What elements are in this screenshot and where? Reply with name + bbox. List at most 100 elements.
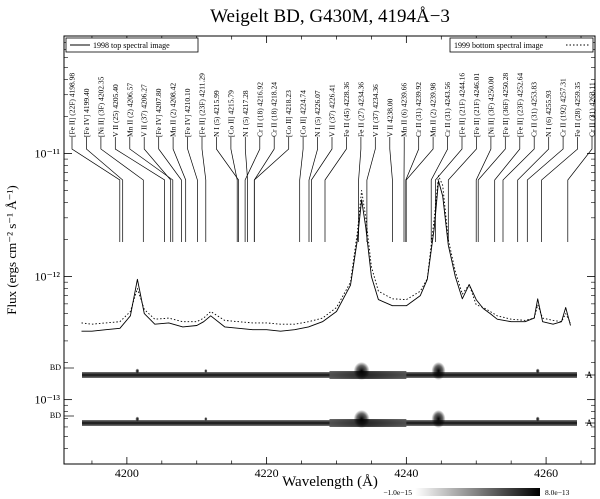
line-id-leader-33 — [517, 137, 550, 242]
line-id-label-30: [Fe II] (36F) 4250.28 — [501, 73, 510, 137]
legend-label-1998: 1998 top spectral image — [93, 41, 170, 50]
line-id-leader-21 — [366, 137, 376, 242]
plot-frame — [63, 35, 596, 465]
colorbar-max-label: 8.0e−13 — [545, 488, 570, 497]
series-layer — [81, 175, 571, 332]
line-id-label-24: Cr II (31) 4239.92 — [414, 82, 423, 137]
line-id-leader-31 — [494, 137, 521, 242]
line-id-label-16: [Co II] 4224.74 — [299, 90, 308, 137]
line-id-label-23: Mn II (6) 4239.66 — [400, 83, 409, 137]
line-id-leader-1 — [86, 137, 124, 242]
line-id-label-4: Mn II (2) 4206.57 — [125, 83, 134, 137]
line-id-leader-32 — [502, 137, 535, 242]
line-id-leader-4 — [129, 137, 174, 242]
line-id-label-14: Cr II (18) 4218.24 — [270, 82, 279, 137]
line-id-label-25: Mn II (2) 4239.98 — [429, 83, 438, 137]
line-id-leader-8 — [187, 137, 198, 242]
spectral-image-1-emission-4 — [204, 417, 208, 421]
legend-label-1999: 1999 bottom spectral image — [454, 41, 544, 50]
line-id-label-2: [Ni II] (3F) 4202.35 — [96, 76, 105, 137]
line-id-leader-16 — [299, 137, 304, 242]
line-id-label-15: [Co II] 4218.23 — [284, 90, 293, 137]
x-axis-label: Wavelength (Å) — [282, 474, 378, 490]
line-id-leader-35 — [541, 137, 578, 242]
x-tick-label-1: 4220 — [255, 466, 279, 480]
line-id-leader-27 — [435, 137, 463, 242]
line-id-label-31: [Fe II] (23F) 4252.64 — [515, 73, 524, 137]
line-id-leader-34 — [526, 137, 564, 242]
spectral-image-0-emission-0 — [353, 362, 370, 380]
line-id-label-6: [Fe IV] 4207.80 — [154, 88, 163, 137]
spectral-image-1-emission-3 — [535, 416, 540, 422]
line-id-label-29: [Ni II] (3F) 4250.00 — [486, 76, 495, 137]
y-tick-label-2: 10⁻¹¹ — [34, 146, 60, 160]
line-id-leader-28 — [447, 137, 477, 242]
line-id-leader-7 — [172, 137, 187, 242]
line-id-label-19: Fe II (45) 4228.36 — [342, 82, 351, 137]
chart-title: Weigelt BD, G430M, 4194Å−3 — [210, 6, 450, 27]
colorbar: −1.0e−15 8.0e−13 — [383, 488, 570, 497]
line-id-label-35: Fe II (28) 4259.35 — [573, 82, 582, 137]
legend-top-left: 1998 top spectral image — [65, 37, 199, 53]
line-id-label-10: N I (5) 4215.99 — [212, 90, 221, 137]
y-tick-label-0: 10⁻¹³ — [34, 393, 60, 407]
spectral-image-1-emission-1 — [431, 410, 446, 428]
line-id-leader-10 — [216, 137, 239, 242]
line-id-leader-5 — [143, 137, 172, 242]
spectral-image-0-emission-3 — [535, 368, 540, 374]
line-id-leader-0 — [71, 137, 121, 242]
y-axis-label: Flux (ergs cm⁻² s⁻¹ Å⁻¹) — [4, 185, 19, 315]
spectral-image-0-emission-4 — [204, 369, 208, 373]
line-id-label-22: V II 4238.00 — [385, 98, 394, 137]
image-top-right-label: A — [586, 370, 593, 380]
line-id-leader-2 — [100, 137, 144, 242]
line-id-leader-15 — [253, 137, 290, 242]
line-id-leader-9 — [201, 137, 207, 242]
spectral-image-layer — [64, 362, 595, 428]
line-id-leader-25 — [405, 137, 434, 242]
colorbar-min-label: −1.0e−15 — [383, 488, 412, 497]
line-id-leader-3 — [114, 137, 165, 242]
x-tick-label-3: 4260 — [534, 466, 558, 480]
line-id-label-12: N I (5) 4217.28 — [241, 90, 250, 137]
spectral-image-1-emission-2 — [135, 416, 140, 422]
line-id-label-34: Cr II (192) 4257.31 — [559, 78, 568, 137]
line-id-label-8: [Fe IV] 4210.10 — [183, 88, 192, 137]
line-id-leader-24 — [405, 137, 420, 242]
line-id-leader-13 — [244, 137, 261, 242]
line-id-label-13: Cr II (18) 4216.92 — [255, 82, 264, 137]
line-id-label-1: [Fe IV] 4199.40 — [82, 88, 91, 137]
line-id-leader-12 — [244, 137, 248, 242]
line-id-label-26: Cr II (31) 4243.56 — [443, 82, 452, 137]
line-identification-layer: [Fe II] (22F) 4198.98 [Fe IV] 4199.40 [Ni … — [68, 73, 597, 242]
line-id-label-21: V II (37) 4234.36 — [371, 84, 380, 137]
line-id-leader-14 — [253, 137, 275, 242]
line-id-label-32: Cr II (31) 4253.83 — [530, 82, 539, 137]
line-id-label-17: N I (5) 4226.07 — [313, 90, 322, 137]
line-id-leader-20 — [358, 137, 362, 242]
line-id-leader-11 — [230, 137, 238, 242]
line-id-leader-6 — [158, 137, 182, 242]
line-id-leader-29 — [475, 137, 492, 242]
y-tick-label-1: 10⁻¹² — [34, 270, 60, 284]
line-id-leader-26 — [430, 137, 448, 242]
series-1998-line — [81, 180, 571, 332]
image-bottom-left-label: BD — [50, 411, 61, 420]
line-id-leader-22 — [389, 137, 393, 242]
line-id-leader-17 — [308, 137, 318, 242]
line-id-leader-36 — [567, 137, 593, 242]
line-id-label-18: V II (37) 4226.41 — [328, 84, 337, 137]
line-id-label-11: [Co II] 4215.79 — [226, 90, 235, 137]
image-bottom-right-label: A — [586, 418, 593, 428]
x-tick-label-2: 4240 — [394, 466, 418, 480]
line-id-label-33: N I (6) 4255.93 — [544, 90, 553, 137]
line-id-label-3: V II (25) 4205.40 — [111, 84, 120, 137]
line-id-leader-30 — [477, 137, 506, 242]
line-id-label-27: [Fe II] (21F) 4244.16 — [458, 73, 467, 137]
image-top-left-label: BD — [50, 363, 61, 372]
line-id-label-7: Mn II (2) 4208.42 — [169, 83, 178, 137]
line-id-label-5: V II (37) 4206.27 — [140, 84, 149, 137]
series-1999-line — [81, 175, 571, 325]
